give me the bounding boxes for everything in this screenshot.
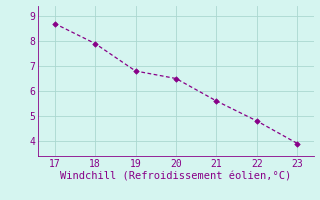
X-axis label: Windchill (Refroidissement éolien,°C): Windchill (Refroidissement éolien,°C)	[60, 172, 292, 182]
